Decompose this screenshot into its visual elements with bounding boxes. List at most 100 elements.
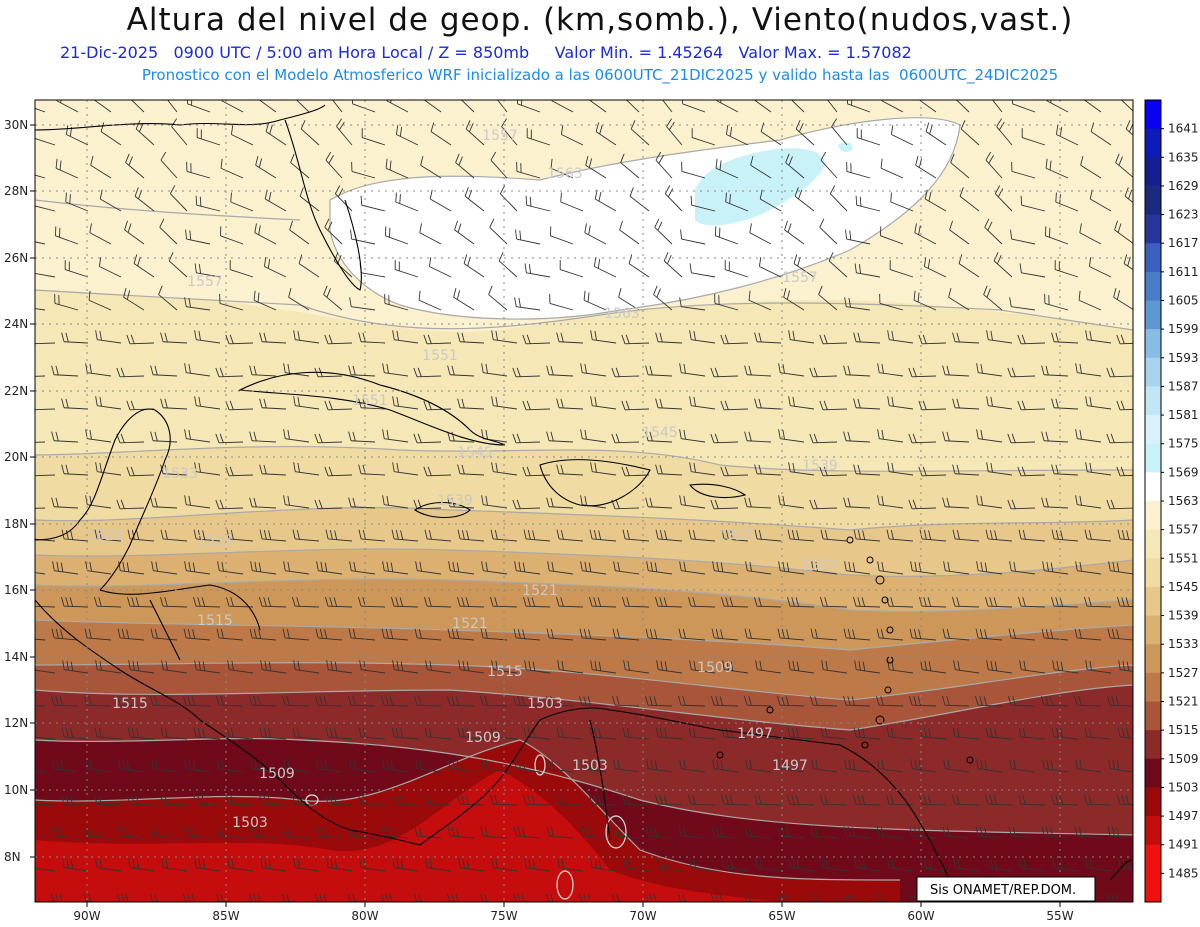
colorbar-swatch (1145, 128, 1161, 158)
colorbar-swatch (1145, 558, 1161, 588)
contour-label: 1521 (522, 583, 558, 599)
latitude-labels: 30N 28N 26N 24N 22N 20N 18N 16N 14N 12N 10N 8N (4, 118, 35, 864)
lat-label: 22N (4, 384, 28, 398)
colorbar-label: 1551 (1168, 551, 1199, 565)
lat-label: 28N (4, 184, 28, 198)
colorbar-swatch (1145, 214, 1161, 244)
colorbar-label: 1599 (1168, 322, 1199, 336)
contour-label: 1509 (465, 730, 501, 746)
contour-label: 1515 (112, 696, 148, 712)
lon-label: 75W (490, 909, 517, 923)
colorbar-label: 1527 (1168, 666, 1199, 680)
colorbar-swatch (1145, 701, 1161, 731)
contour-label: 1563 (547, 166, 583, 182)
lon-label: 85W (212, 909, 239, 923)
colorbar-swatch (1145, 357, 1161, 387)
colorbar-label: 1593 (1168, 351, 1199, 365)
contour-label: 1545 (642, 425, 678, 441)
map-title: Altura del nivel de geop. (km,somb.), Vi… (126, 2, 1074, 38)
colorbar-label: 1557 (1168, 523, 1199, 537)
colorbar-swatch (1145, 501, 1161, 531)
colorbar-swatch (1145, 415, 1161, 445)
contour-label: 1563 (604, 306, 640, 322)
contour-label: 1527 (802, 558, 838, 574)
lat-label: 8N (4, 850, 21, 864)
wind-barbs (35, 100, 1133, 902)
contour-label: 1521 (452, 616, 488, 632)
contour-label: 1515 (197, 613, 233, 629)
geopotential-field (35, 100, 1133, 902)
colorbar-label: 1539 (1168, 609, 1199, 623)
colorbar-swatch (1145, 672, 1161, 702)
lat-label: 12N (4, 716, 28, 730)
contour-label: 1545 (457, 445, 493, 461)
colorbar-swatch (1145, 873, 1161, 903)
colorbar-swatch (1145, 787, 1161, 817)
colorbar-swatch (1145, 157, 1161, 187)
contour-label: 1557 (187, 274, 223, 290)
colorbar-label: 1569 (1168, 465, 1199, 479)
contour-label: 1527 (717, 528, 753, 544)
map-frame (34, 99, 1134, 903)
colorbar-label: 1623 (1168, 208, 1199, 222)
lon-label: 80W (351, 909, 378, 923)
colorbar-swatch (1145, 185, 1161, 216)
lat-label: 14N (4, 650, 28, 664)
colorbar-label: 1641 (1168, 122, 1199, 136)
colorbar-label: 1533 (1168, 637, 1199, 651)
colorbar-label: 1545 (1168, 580, 1199, 594)
colorbar-label: 1515 (1168, 723, 1199, 737)
lon-label: 55W (1046, 909, 1073, 923)
colorbar-swatch (1145, 758, 1161, 788)
lat-label: 20N (4, 450, 28, 464)
colorbar-label: 1575 (1168, 437, 1199, 451)
colorbar-swatch (1145, 443, 1161, 473)
contour-label: 1503 (232, 815, 268, 831)
date-text: 21-Dic-2025 (60, 43, 159, 62)
time-text: 0900 UTC / 5:00 am Hora Local / Z = 850m… (173, 43, 530, 62)
colorbar-swatch (1145, 472, 1161, 502)
contour-label: 1503 (572, 758, 608, 774)
colorbar-label: 1587 (1168, 379, 1199, 393)
credit-text: Sis ONAMET/REP.DOM. (930, 883, 1076, 898)
lon-label: 90W (73, 909, 100, 923)
longitude-labels: 90W 85W 80W 75W 70W 65W 60W 55W (73, 902, 1074, 923)
contour-label: 1551 (422, 348, 458, 364)
colorbar-swatch (1145, 386, 1161, 416)
credit-box: Sis ONAMET/REP.DOM. (916, 876, 1096, 902)
colorbar-label: 1635 (1168, 150, 1199, 164)
colorbar-label: 1581 (1168, 408, 1199, 422)
colorbar-label: 1605 (1168, 294, 1199, 308)
lon-label: 70W (629, 909, 656, 923)
contour-label: 1551 (352, 393, 388, 409)
lat-label: 24N (4, 317, 28, 331)
lat-label: 26N (4, 251, 28, 265)
colorbar-label: 1611 (1168, 265, 1199, 279)
colorbar-swatch (1145, 730, 1161, 760)
colorbar-swatch (1145, 243, 1161, 273)
contour-label: 1497 (737, 726, 773, 742)
contour-label: 1497 (772, 758, 808, 774)
colorbar-swatch (1145, 529, 1161, 559)
contour-label: 1539 (802, 458, 838, 474)
contour-label: 1533 (197, 533, 233, 549)
lat-label: 18N (4, 517, 28, 531)
contour-label: 1521 (87, 528, 123, 544)
colorbar-label: 1485 (1168, 866, 1199, 880)
colorbar-swatch (1145, 586, 1161, 617)
coastlines (35, 104, 1133, 881)
colorbar-swatch (1145, 100, 1161, 130)
lon-label: 60W (907, 909, 934, 923)
model-info: Pronostico con el Modelo Atmosferico WRF… (141, 66, 1059, 84)
contour-label: 1557 (782, 270, 818, 286)
map-subtitle-date: 21-Dic-2025 0900 UTC / 5:00 am Hora Loca… (60, 43, 1160, 63)
lat-label: 16N (4, 583, 28, 597)
contour-label: 1509 (259, 766, 295, 782)
contour-label: 1509 (697, 660, 733, 676)
min-value-text: Valor Min. = 1.45264 (554, 43, 724, 62)
colorbar-swatch (1145, 615, 1161, 645)
contour-label: 1515 (487, 664, 523, 680)
graticule (35, 100, 1133, 902)
contour-label: 1533 (162, 466, 198, 482)
